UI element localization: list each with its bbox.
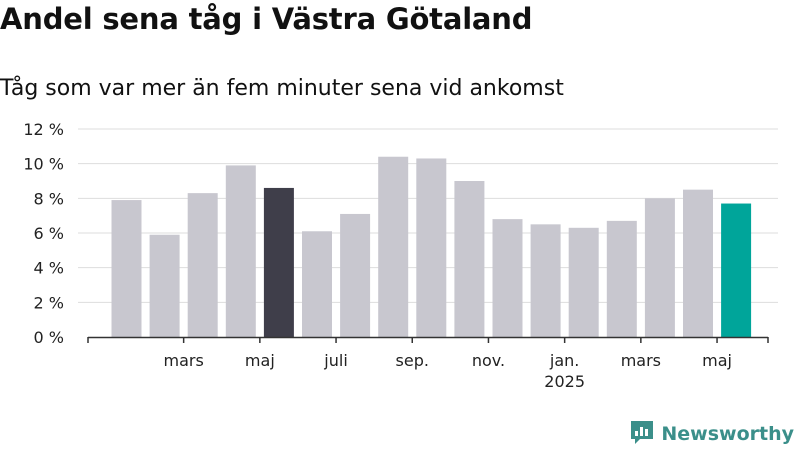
bar-2025-06 — [721, 203, 752, 337]
bar-2025-04 — [644, 198, 675, 337]
y-tick-label: 8 % — [34, 189, 64, 208]
bars — [111, 156, 752, 337]
x-tick-label: nov. — [472, 351, 505, 370]
y-tick-label: 2 % — [34, 293, 64, 312]
bar-2025-02 — [568, 227, 599, 337]
x-axis — [87, 336, 769, 343]
x-axis-labels: mars maj juli sep. nov. jan. 2025 mars maj — [163, 351, 731, 391]
brand-logo: Newsworthy — [629, 419, 794, 449]
x-tick-label: maj — [245, 351, 275, 370]
newsworthy-logo-icon — [629, 419, 655, 449]
bar-2024-05 — [225, 165, 256, 337]
y-tick-label: 0 % — [34, 328, 64, 347]
x-tick-label: mars — [163, 351, 203, 370]
bar-2025-03 — [606, 220, 637, 337]
bar-2024-07 — [302, 231, 332, 337]
x-tick-label: jan. — [549, 351, 579, 370]
x-tick-label: maj — [702, 351, 732, 370]
bar-2025-05 — [683, 189, 713, 337]
bar-2024-11 — [454, 181, 485, 337]
y-tick-label: 12 % — [23, 120, 64, 139]
bar-2024-04 — [187, 193, 218, 337]
bar-2024-03 — [149, 234, 180, 337]
y-tick-label: 6 % — [34, 224, 64, 243]
bar-2024-08 — [340, 213, 371, 337]
y-axis-labels: 0 % 2 % 4 % 6 % 8 % 10 % 12 % — [23, 120, 64, 347]
bar-2024-12 — [492, 219, 523, 337]
y-tick-label: 4 % — [34, 259, 64, 278]
x-tick-year-label: 2025 — [544, 372, 585, 391]
chart-title: Andel sena tåg i Västra Götaland — [0, 2, 533, 36]
bar-2024-09 — [378, 156, 409, 337]
x-tick-label: sep. — [396, 351, 429, 370]
chart-subtitle: Tåg som var mer än fem minuter sena vid … — [0, 76, 564, 101]
bar-2024-10 — [416, 158, 447, 337]
y-tick-label: 10 % — [23, 155, 64, 174]
bar-2024-06 — [263, 187, 294, 337]
brand-name: Newsworthy — [661, 423, 794, 445]
bar-2025-01 — [530, 224, 561, 337]
x-tick-label: juli — [323, 351, 347, 370]
bar-2024-02 — [111, 200, 142, 337]
x-tick-label: mars — [621, 351, 661, 370]
